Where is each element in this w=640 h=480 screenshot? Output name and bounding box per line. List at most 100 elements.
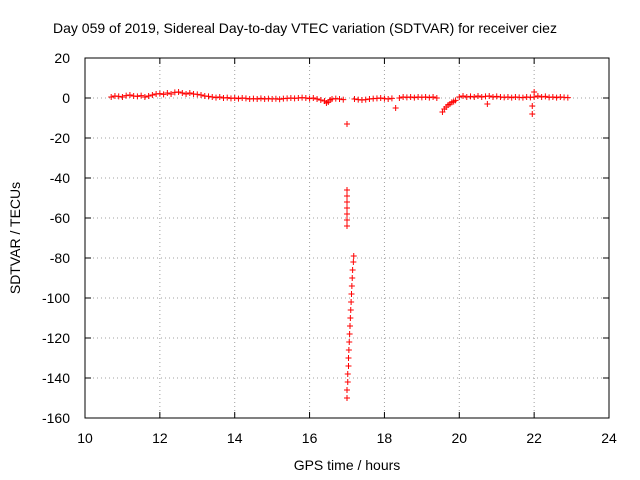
data-point [123,92,130,99]
data-point [345,355,352,361]
data-point [276,96,283,103]
data-point [388,95,395,102]
data-point [344,217,350,223]
data-point [407,94,414,100]
x-tick-label: 22 [526,430,542,446]
y-tick-label: -80 [50,250,70,266]
data-point [302,95,309,101]
y-tick-label: -20 [50,130,70,146]
data-point [529,111,536,117]
data-point [138,92,145,99]
data-point [183,91,190,97]
data-point [346,331,353,337]
data-point [362,96,369,103]
data-point [254,96,261,102]
data-point [396,95,403,101]
data-point [186,90,193,96]
data-point [344,379,351,385]
data-point [347,315,354,321]
data-point [141,94,148,100]
y-tick-label: 0 [62,90,70,106]
points-layer [108,89,571,401]
data-point [224,94,231,101]
data-point [134,93,141,100]
data-point [351,96,358,102]
data-point [385,96,392,102]
data-point [344,371,351,377]
data-point [542,93,549,100]
data-point [340,96,347,103]
data-point [456,94,463,100]
data-point [344,121,350,127]
data-point [126,92,133,98]
data-point [411,94,418,101]
data-point [504,94,511,100]
x-tick-label: 18 [377,430,393,446]
data-point [344,199,350,205]
data-point [216,94,223,100]
data-point [346,323,353,329]
x-tick-label: 14 [227,430,243,446]
data-point [344,223,350,229]
data-point [344,211,350,217]
data-point [452,97,459,104]
data-point [350,259,357,265]
data-point [348,299,355,305]
data-point [486,93,493,99]
data-point [475,93,481,99]
x-tick-label: 10 [77,430,93,446]
data-point [344,387,350,393]
y-tick-label: -140 [42,370,70,386]
ticks-layer: 10 12 14 16 18 20 22 24 20 0 -20 -40 -60 -80 -100 -120 -… [42,50,617,446]
x-axis-label: GPS time / hours [294,457,401,473]
data-point [336,96,343,102]
data-point [205,93,212,100]
y-tick-label: 20 [54,50,70,66]
data-point [257,95,264,102]
data-point [519,94,526,101]
data-point [467,93,474,100]
data-point [433,95,440,101]
data-point [347,307,354,313]
data-point [235,95,242,102]
data-point [478,94,485,100]
data-point [317,97,324,103]
data-point [348,291,355,297]
data-point [213,94,219,101]
data-point [538,94,545,100]
data-point [198,92,205,98]
x-tick-label: 20 [451,430,467,446]
data-point [179,90,186,96]
x-tick-label: 16 [302,430,318,446]
data-point [314,96,321,102]
data-point [175,89,182,95]
data-point [348,283,355,289]
data-point [344,395,350,401]
data-point [426,94,433,101]
data-point [156,90,163,97]
data-point [145,93,152,99]
data-point [377,95,384,101]
y-tick-label: -160 [42,410,70,426]
data-point [108,94,115,100]
data-point [489,94,496,100]
y-tick-label: -60 [50,210,70,226]
data-point [345,363,352,369]
x-tick-label: 24 [601,430,617,446]
y-tick-label: -100 [42,290,70,306]
y-axis-label: SDTVAR / TECUs [7,182,23,294]
data-point [349,275,356,281]
data-point [350,253,357,259]
data-point [484,101,491,107]
data-point [149,92,156,98]
data-point [164,90,171,96]
data-point [460,93,467,99]
data-point [471,94,478,100]
data-point [508,94,515,101]
chart-title: Day 059 of 2019, Sidereal Day-to-day VTE… [53,20,557,36]
data-point [242,95,249,102]
plot-frame [84,57,610,419]
data-point [463,94,470,100]
data-point [346,339,353,345]
